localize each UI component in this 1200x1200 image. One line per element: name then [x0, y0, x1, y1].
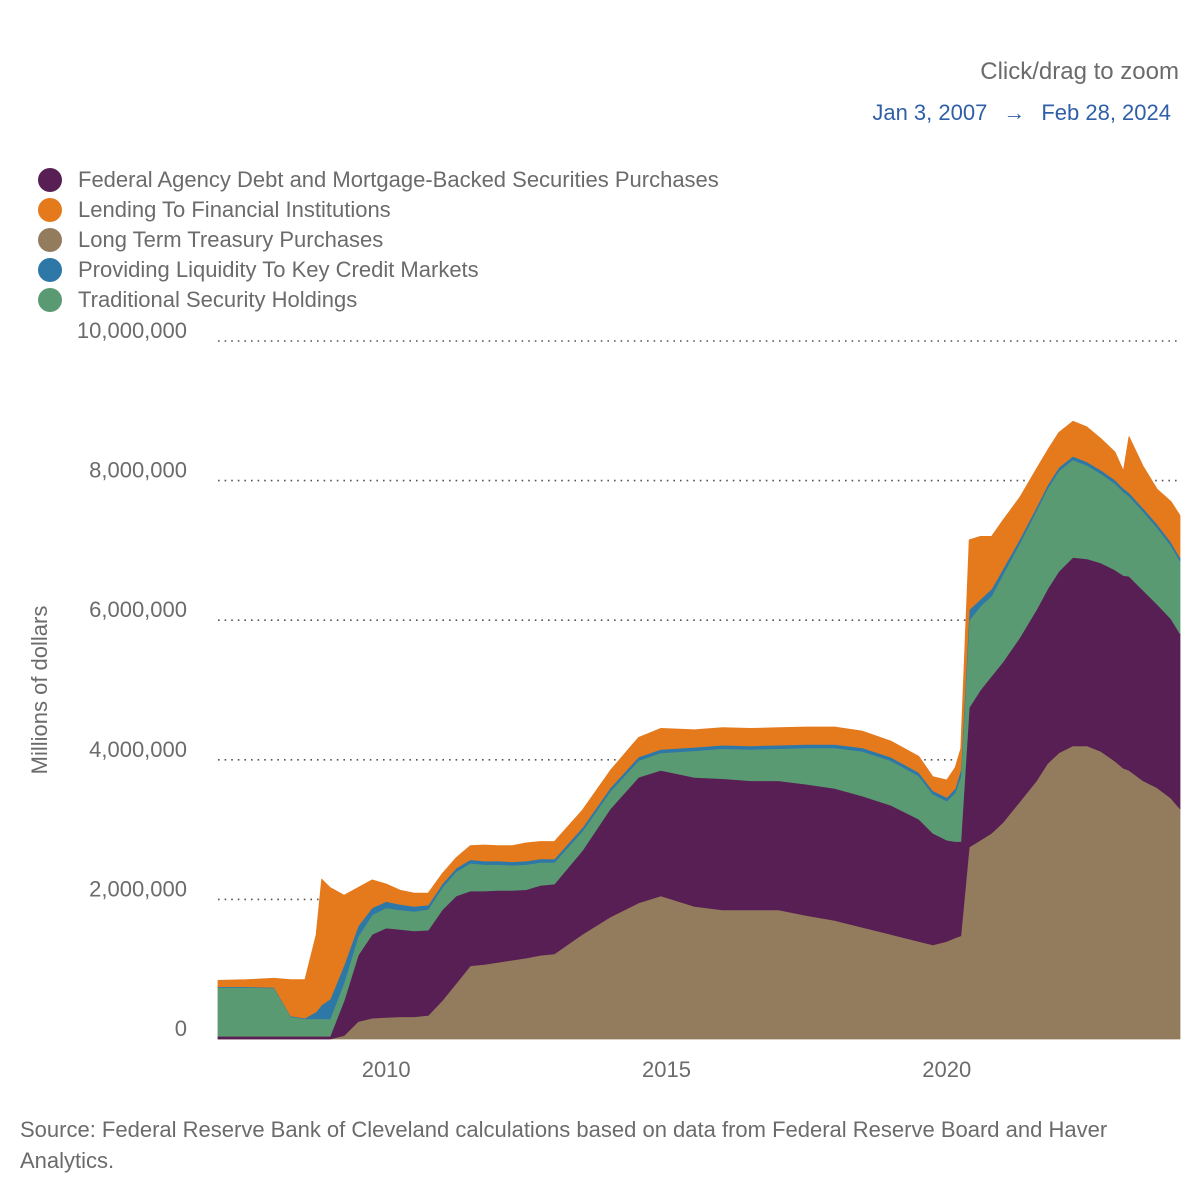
area-series	[217, 420, 1181, 1040]
legend-item-traditional-security-holdings[interactable]: Traditional Security Holdings	[38, 285, 719, 315]
legend-label: Federal Agency Debt and Mortgage-Backed …	[78, 167, 719, 192]
x-tick-label: 2010	[362, 1057, 411, 1082]
stacked-area-chart[interactable]: 0 2,000,000 4,000,000 6,000,000 8,000,000 10,…	[0, 0, 1200, 1100]
legend-label: Traditional Security Holdings	[78, 287, 358, 312]
legend-dot-icon	[38, 288, 62, 312]
y-tick-label: 4,000,000	[89, 737, 187, 762]
range-arrow-icon: →	[1003, 100, 1026, 125]
y-tick-labels: 0 2,000,000 4,000,000 6,000,000 8,000,000 10,…	[77, 318, 187, 1041]
y-tick-label: 0	[175, 1016, 187, 1041]
legend-item-federal-agency-debt-and-mortgage-backed-securities-purchases[interactable]: Federal Agency Debt and Mortgage-Backed …	[38, 165, 719, 195]
legend-item-providing-liquidity-to-key-credit-markets[interactable]: Providing Liquidity To Key Credit Market…	[38, 255, 719, 285]
x-tick-label: 2020	[922, 1057, 971, 1082]
chart-legend: Federal Agency Debt and Mortgage-Backed …	[38, 165, 719, 315]
y-tick-label: 6,000,000	[89, 597, 187, 622]
legend-dot-icon	[38, 168, 62, 192]
range-start-date[interactable]: Jan 3, 2007	[872, 100, 988, 125]
legend-dot-icon	[38, 258, 62, 282]
y-tick-label: 10,000,000	[77, 318, 187, 343]
legend-item-lending-to-financial-institutions[interactable]: Lending To Financial Institutions	[38, 195, 719, 225]
source-note: Source: Federal Reserve Bank of Clevelan…	[20, 1117, 1108, 1173]
legend-dot-icon	[38, 198, 62, 222]
legend-dot-icon	[38, 228, 62, 252]
range-end-date[interactable]: Feb 28, 2024	[1041, 100, 1171, 125]
y-tick-label: 2,000,000	[89, 876, 187, 901]
date-range[interactable]: Jan 3, 2007 → Feb 28, 2024	[872, 100, 1171, 126]
x-tick-label: 2015	[642, 1057, 691, 1082]
legend-item-long-term-treasury-purchases[interactable]: Long Term Treasury Purchases	[38, 225, 719, 255]
zoom-hint: Click/drag to zoom	[980, 58, 1179, 85]
x-tick-labels: 2010 2015 2020	[362, 1057, 972, 1082]
legend-label: Lending To Financial Institutions	[78, 197, 391, 222]
y-tick-label: 8,000,000	[89, 458, 187, 483]
legend-label: Long Term Treasury Purchases	[78, 227, 384, 252]
legend-label: Providing Liquidity To Key Credit Market…	[78, 257, 479, 282]
area-lending-to-financial-institutions[interactable]	[217, 420, 1181, 1019]
